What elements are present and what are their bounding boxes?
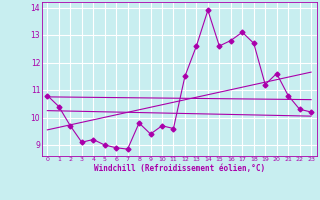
X-axis label: Windchill (Refroidissement éolien,°C): Windchill (Refroidissement éolien,°C) bbox=[94, 164, 265, 173]
